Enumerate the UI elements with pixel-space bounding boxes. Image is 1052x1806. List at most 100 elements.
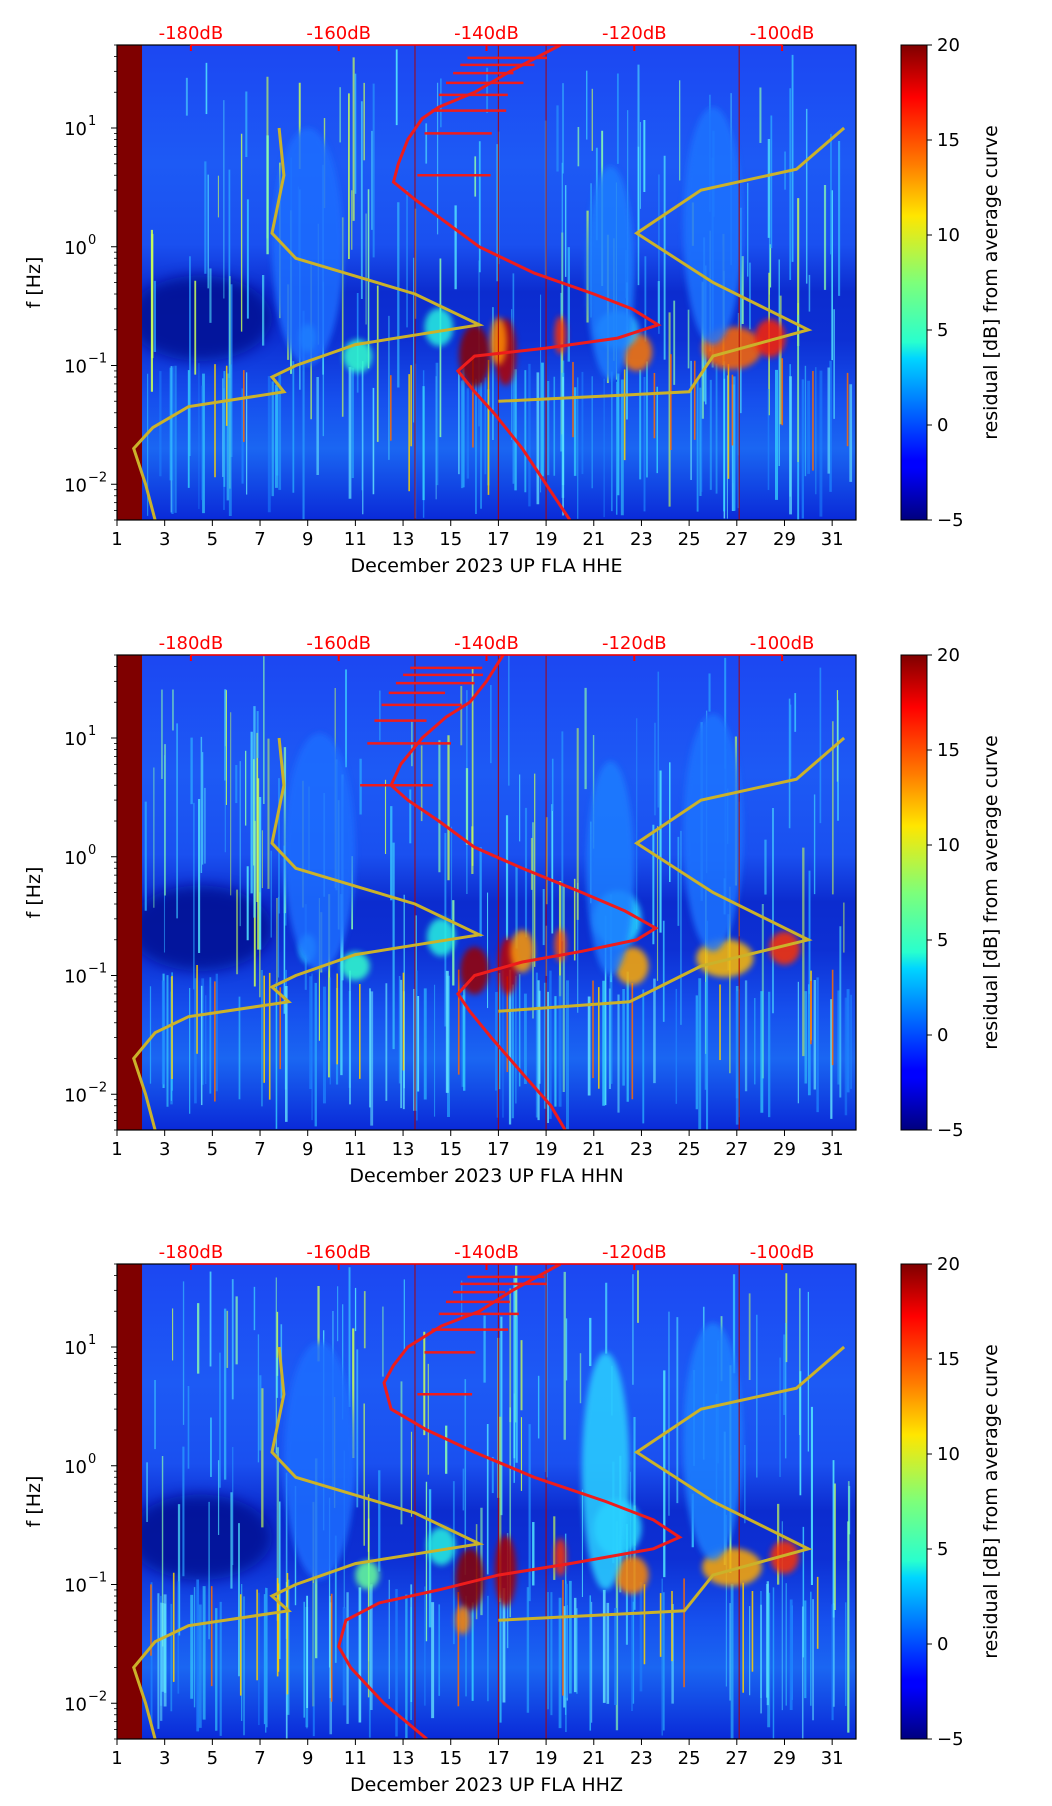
x-tick-label: 31 (821, 1139, 844, 1160)
y-axis-title: f [Hz] (23, 1476, 45, 1528)
colorbar (900, 654, 928, 1131)
y-tick-exponent: −1 (88, 962, 107, 977)
colorbar (900, 44, 928, 521)
db-scale-label: -140dB (454, 23, 519, 44)
x-tick-label: 9 (302, 1748, 313, 1769)
low-energy-band (128, 885, 272, 971)
x-tick-label: 21 (582, 1748, 605, 1769)
y-tick-label: 10 (64, 967, 87, 988)
y-tick-exponent: 0 (88, 233, 96, 248)
x-tick-label: 3 (159, 1748, 170, 1769)
energy-blob (424, 308, 454, 347)
y-tick-exponent: 1 (88, 1333, 96, 1348)
colorbar-tick-label: 10 (937, 1444, 960, 1465)
x-tick-label: 17 (487, 529, 510, 550)
colorbar-tick-label: 5 (937, 1539, 948, 1560)
y-tick-label: 10 (64, 1694, 87, 1715)
db-scale-label: -160dB (306, 1242, 371, 1263)
colorbar-title: residual [dB] from average curve (980, 735, 1002, 1050)
energy-blob (455, 1548, 485, 1611)
y-tick-label: 10 (64, 1338, 87, 1359)
y-tick-label: 10 (64, 1457, 87, 1478)
x-tick-label: 15 (439, 1748, 462, 1769)
colorbar-tick-label: −5 (937, 1120, 964, 1141)
x-tick-label: 25 (678, 1748, 701, 1769)
energy-blob (683, 713, 743, 952)
energy-blob (283, 733, 356, 971)
x-tick-label: 25 (678, 529, 701, 550)
y-tick-exponent: −2 (88, 1080, 107, 1095)
x-tick-label: 31 (821, 1748, 844, 1769)
x-tick-label: 19 (535, 1139, 558, 1160)
x-tick-label: 13 (392, 1748, 415, 1769)
y-axis-title: f [Hz] (23, 257, 45, 309)
yellow-reference-curve-high (498, 126, 846, 403)
low-energy-band (128, 1494, 272, 1580)
colorbar-title: residual [dB] from average curve (980, 125, 1002, 440)
x-tick-label: 7 (254, 1748, 265, 1769)
colorbar-tick-label: 20 (937, 35, 960, 56)
db-scale-label: -180dB (159, 23, 224, 44)
db-scale-label: -100dB (750, 633, 815, 654)
db-scale-label: -100dB (750, 1242, 815, 1263)
x-tick-label: 7 (254, 529, 265, 550)
x-tick-label: 23 (630, 1748, 653, 1769)
energy-blob (341, 951, 370, 981)
x-tick-label: 9 (302, 529, 313, 550)
colorbar-tick-label: 5 (937, 320, 948, 341)
x-axis-title: December 2023 UP FLA HHE (351, 555, 623, 577)
y-tick-label: 10 (64, 1085, 87, 1106)
colorbar-tick-label: 15 (937, 1349, 960, 1370)
db-scale-label: -120dB (602, 633, 667, 654)
x-tick-label: 13 (392, 1139, 415, 1160)
x-tick-label: 23 (630, 529, 653, 550)
x-tick-label: 29 (773, 1748, 796, 1769)
x-tick-label: 1 (111, 1139, 122, 1160)
colorbar-tick-label: 10 (937, 835, 960, 856)
x-tick-label: 5 (207, 529, 218, 550)
y-tick-exponent: 1 (88, 724, 96, 739)
yellow-reference-curve-high (498, 1345, 846, 1622)
colorbar-tick-label: 15 (937, 740, 960, 761)
x-tick-label: 25 (678, 1139, 701, 1160)
y-tick-exponent: 1 (88, 114, 96, 129)
x-tick-label: 3 (159, 1139, 170, 1160)
missing-data-band (117, 45, 143, 520)
energy-blob (271, 128, 344, 366)
x-tick-label: 21 (582, 529, 605, 550)
colorbar-title: residual [dB] from average curve (980, 1344, 1002, 1659)
yellow-reference-curve-low (132, 1346, 485, 1739)
y-tick-label: 10 (64, 848, 87, 869)
x-tick-label: 7 (254, 1139, 265, 1160)
energy-blob (615, 1556, 649, 1595)
spectrogram-image (117, 1264, 856, 1739)
colorbar-tick-label: 0 (937, 1634, 948, 1655)
y-tick-label: 10 (64, 1576, 87, 1597)
x-tick-label: 19 (535, 529, 558, 550)
colorbar-tick-label: 0 (937, 415, 948, 436)
y-tick-exponent: −1 (88, 1571, 107, 1586)
energy-blob (494, 1535, 517, 1607)
energy-blob (770, 1540, 799, 1574)
energy-blob (581, 1352, 630, 1590)
db-scale-label: -160dB (306, 633, 371, 654)
x-tick-label: 1 (111, 529, 122, 550)
db-scale-label: -140dB (454, 633, 519, 654)
x-tick-label: 17 (487, 1748, 510, 1769)
colorbar-tick-label: 20 (937, 1254, 960, 1275)
db-scale-label: -120dB (602, 1242, 667, 1263)
red-average-curve (389, 655, 659, 1130)
y-axis-title: f [Hz] (23, 867, 45, 919)
x-tick-label: 15 (439, 529, 462, 550)
x-tick-label: 27 (725, 1139, 748, 1160)
x-tick-label: 19 (535, 1748, 558, 1769)
x-tick-label: 5 (207, 1139, 218, 1160)
energy-blob (510, 929, 535, 973)
y-tick-label: 10 (64, 475, 87, 496)
colorbar-tick-label: −5 (937, 510, 964, 531)
energy-blob (768, 931, 800, 965)
